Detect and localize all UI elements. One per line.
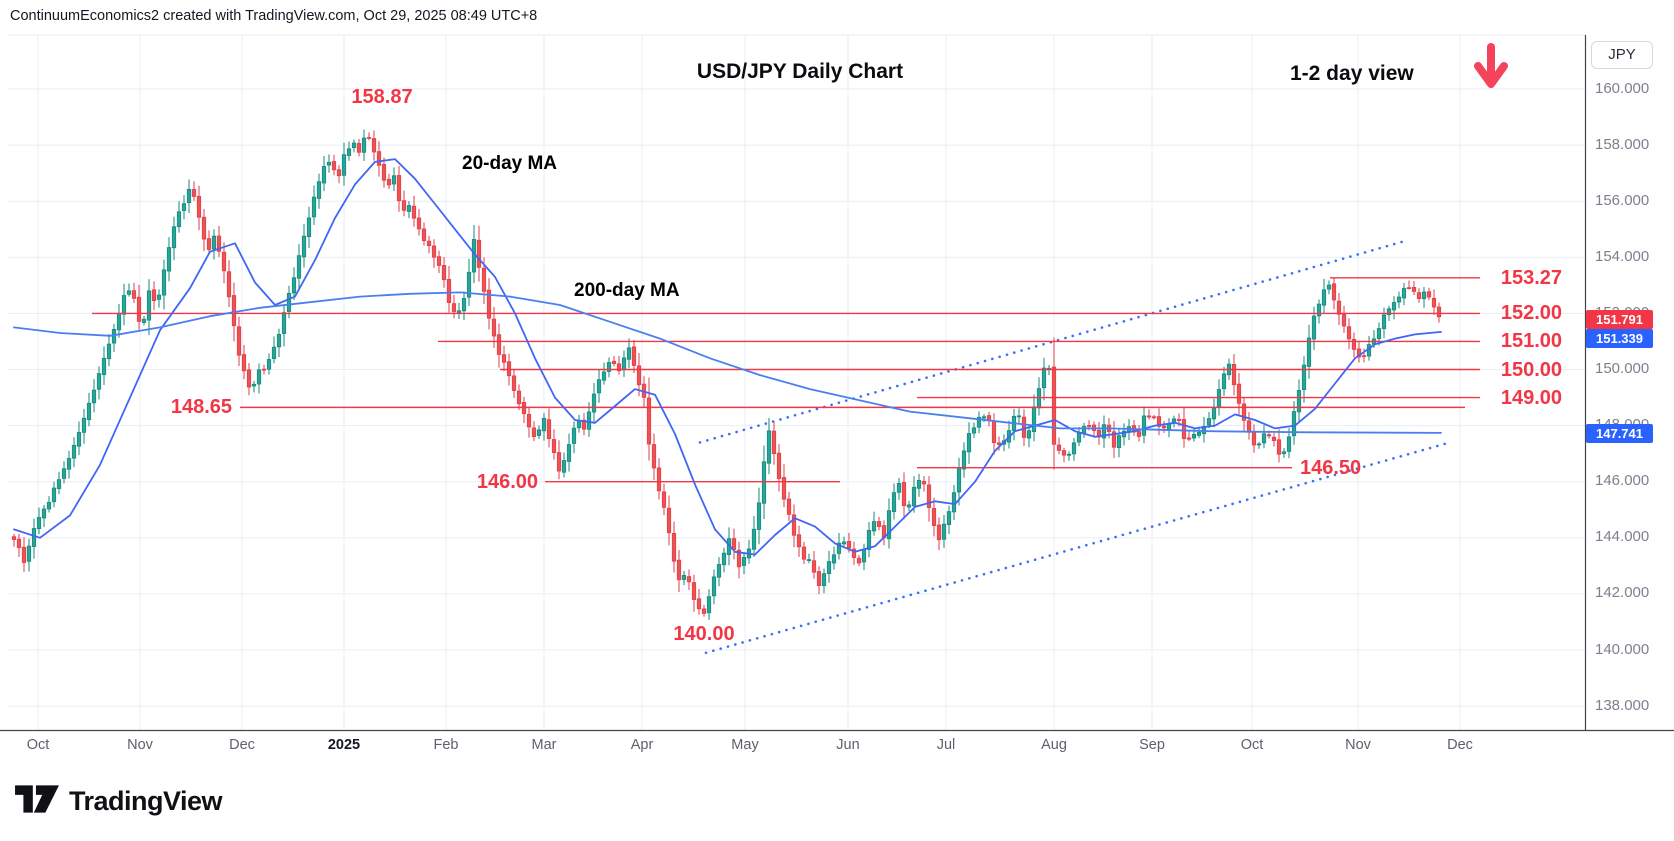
month-label: Nov: [127, 737, 153, 753]
price-axis-tick: 156.000: [1595, 191, 1650, 209]
month-label: May: [731, 737, 759, 753]
price-axis-tick: 146.000: [1595, 472, 1650, 490]
month-label: Jul: [936, 737, 956, 753]
price-axis-tick: 138.000: [1595, 696, 1650, 714]
month-label: Jun: [836, 737, 860, 753]
month-label: Oct: [1240, 737, 1264, 753]
month-label: Apr: [630, 737, 654, 753]
price-axis-tick: 148.000: [1595, 416, 1650, 434]
ma200-label: 200-day MA: [574, 280, 680, 301]
month-label: Nov: [1345, 737, 1371, 753]
month-label: Sep: [1139, 737, 1165, 753]
time-scale[interactable]: Oct Nov Dec 2025 Feb Mar Apr May Jun Jul Aug Sep Oct…: [0, 731, 1585, 761]
month-label: Mar: [531, 737, 557, 753]
price-scale[interactable]: 160.000 158.000 156.000 154.000 152.000 150.0…: [1586, 35, 1674, 730]
price-axis-tick: 158.000: [1595, 135, 1650, 153]
price-axis-tick: 140.000: [1595, 640, 1650, 658]
credit-line: ContinuumEconomics2 created with Trading…: [10, 8, 538, 24]
month-label: Oct: [26, 737, 50, 753]
month-label: Dec: [229, 737, 255, 753]
price-axis-tick: 142.000: [1595, 584, 1650, 602]
down-arrow-icon: [1472, 42, 1510, 92]
month-label: Dec: [1447, 737, 1473, 753]
tradingview-logo[interactable]: TradingView: [14, 783, 223, 820]
ma20-label: 20-day MA: [462, 153, 558, 174]
view-note: 1-2 day view: [1290, 62, 1414, 85]
month-label: Aug: [1041, 737, 1067, 753]
price-axis-tick: 152.000: [1595, 303, 1650, 321]
tradingview-logo-icon: [14, 783, 60, 820]
price-axis-tick: 154.000: [1595, 247, 1650, 265]
price-axis-tick: 150.000: [1595, 360, 1650, 377]
tradingview-logo-text: TradingView: [69, 786, 223, 816]
month-label: 2025: [327, 737, 361, 753]
month-label: Feb: [433, 737, 459, 753]
price-axis-tick: 160.000: [1595, 79, 1650, 97]
currency-unit-button[interactable]: JPY: [1591, 41, 1653, 69]
price-axis-tick: 144.000: [1595, 528, 1650, 546]
chart-title: USD/JPY Daily Chart: [696, 60, 904, 83]
